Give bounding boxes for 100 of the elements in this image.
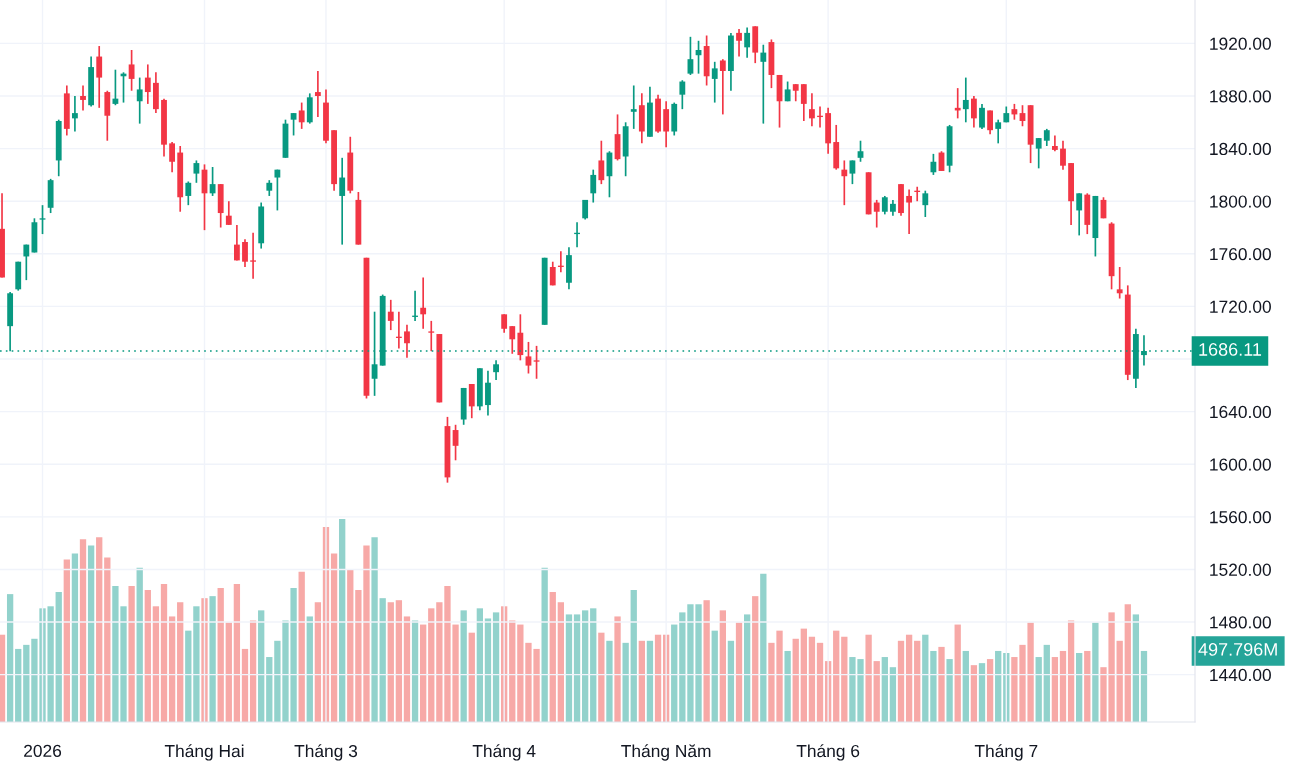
bar: [492, 612, 500, 722]
candlestick: [711, 60, 718, 104]
candlestick: [501, 313, 508, 334]
bar: [55, 592, 62, 722]
bar: [177, 602, 184, 722]
bar: [922, 634, 929, 722]
y-tick-label: 1600.00: [1210, 458, 1271, 471]
bar: [460, 610, 467, 722]
bar: [962, 650, 969, 722]
bar: [630, 590, 637, 722]
bar: [1084, 650, 1091, 722]
candlestick: [314, 70, 321, 118]
bar: [0, 634, 6, 722]
bar: [476, 608, 484, 722]
candlestick: [873, 199, 880, 229]
candlestick: [485, 370, 491, 417]
candlestick: [1051, 134, 1058, 153]
bar: [897, 640, 905, 722]
bar: [752, 596, 759, 722]
bar: [339, 519, 346, 722]
candlestick: [962, 76, 969, 124]
bar: [671, 624, 678, 722]
candlestick: [1035, 137, 1042, 170]
bar: [298, 571, 305, 722]
bar: [63, 559, 70, 722]
bar: [930, 650, 937, 722]
bar: [258, 610, 265, 722]
bar: [938, 646, 945, 722]
candlestick: [509, 325, 516, 355]
bar: [735, 622, 743, 722]
bar: [468, 632, 475, 722]
bar: [833, 630, 840, 722]
x-tick-label: Tháng 7: [974, 744, 1038, 761]
bar: [330, 553, 338, 722]
x-tick-label: 2026: [24, 744, 62, 757]
bar: [865, 634, 872, 722]
bar: [314, 602, 322, 722]
candlestick: [857, 139, 864, 163]
bar: [743, 614, 751, 722]
bar: [1043, 644, 1050, 722]
candlestick: [1116, 266, 1123, 300]
candlestick: [493, 359, 499, 381]
bar: [646, 640, 654, 722]
bar: [590, 608, 597, 722]
bar: [727, 640, 735, 722]
bar: [201, 598, 208, 722]
candlestick: [849, 159, 856, 185]
bar: [808, 636, 816, 722]
bar: [241, 648, 249, 722]
bar: [703, 600, 710, 722]
candlestick: [760, 43, 767, 125]
candlestick: [736, 28, 742, 58]
candlestick: [80, 84, 86, 112]
candlestick: [970, 95, 977, 129]
bar: [185, 630, 192, 722]
bar: [306, 616, 313, 722]
candlestick: [744, 26, 751, 59]
bar: [841, 636, 848, 722]
candlestick: [881, 195, 888, 216]
bar: [541, 567, 548, 722]
x-tick-label: Tháng 6: [796, 744, 860, 761]
x-tick-label: Tháng 3: [294, 744, 358, 761]
y-tick-label: 1640.00: [1210, 405, 1271, 419]
bar: [881, 657, 888, 722]
bar: [509, 620, 516, 722]
candlestick: [1060, 139, 1066, 171]
y-tick-label: 1760.00: [1210, 247, 1271, 261]
bar: [6, 594, 14, 722]
bar: [889, 667, 897, 722]
text: 497.796M: [1198, 643, 1277, 656]
bar: [79, 539, 87, 722]
candlestick: [193, 159, 200, 184]
bar: [420, 624, 427, 722]
candlestick: [387, 299, 394, 331]
bar: [557, 602, 565, 722]
bar: [1116, 640, 1123, 722]
y-tick-label: 1440.00: [1210, 668, 1271, 682]
bar: [719, 610, 726, 722]
bar: [654, 634, 662, 722]
y-tick-label: 1520.00: [1210, 563, 1271, 576]
bar: [347, 569, 354, 722]
bar: [1140, 650, 1148, 722]
bar: [614, 616, 621, 722]
bar: [395, 600, 403, 722]
candlestick: [979, 103, 985, 130]
candlestick: [420, 276, 427, 330]
candlestick: [144, 63, 151, 105]
candlestick: [679, 79, 686, 110]
bar: [193, 606, 200, 722]
bar: [104, 557, 111, 722]
bar: [233, 583, 241, 722]
candlestick: [1076, 192, 1083, 237]
bar: [573, 614, 581, 722]
bar: [225, 622, 232, 722]
candlestick: [185, 180, 192, 206]
y-tick-label: 1720.00: [1210, 300, 1271, 313]
y-tick-label: 1560.00: [1210, 511, 1271, 524]
y-tick-label: 1880.00: [1210, 90, 1271, 103]
candlestick: [428, 320, 435, 352]
bar: [160, 583, 168, 722]
